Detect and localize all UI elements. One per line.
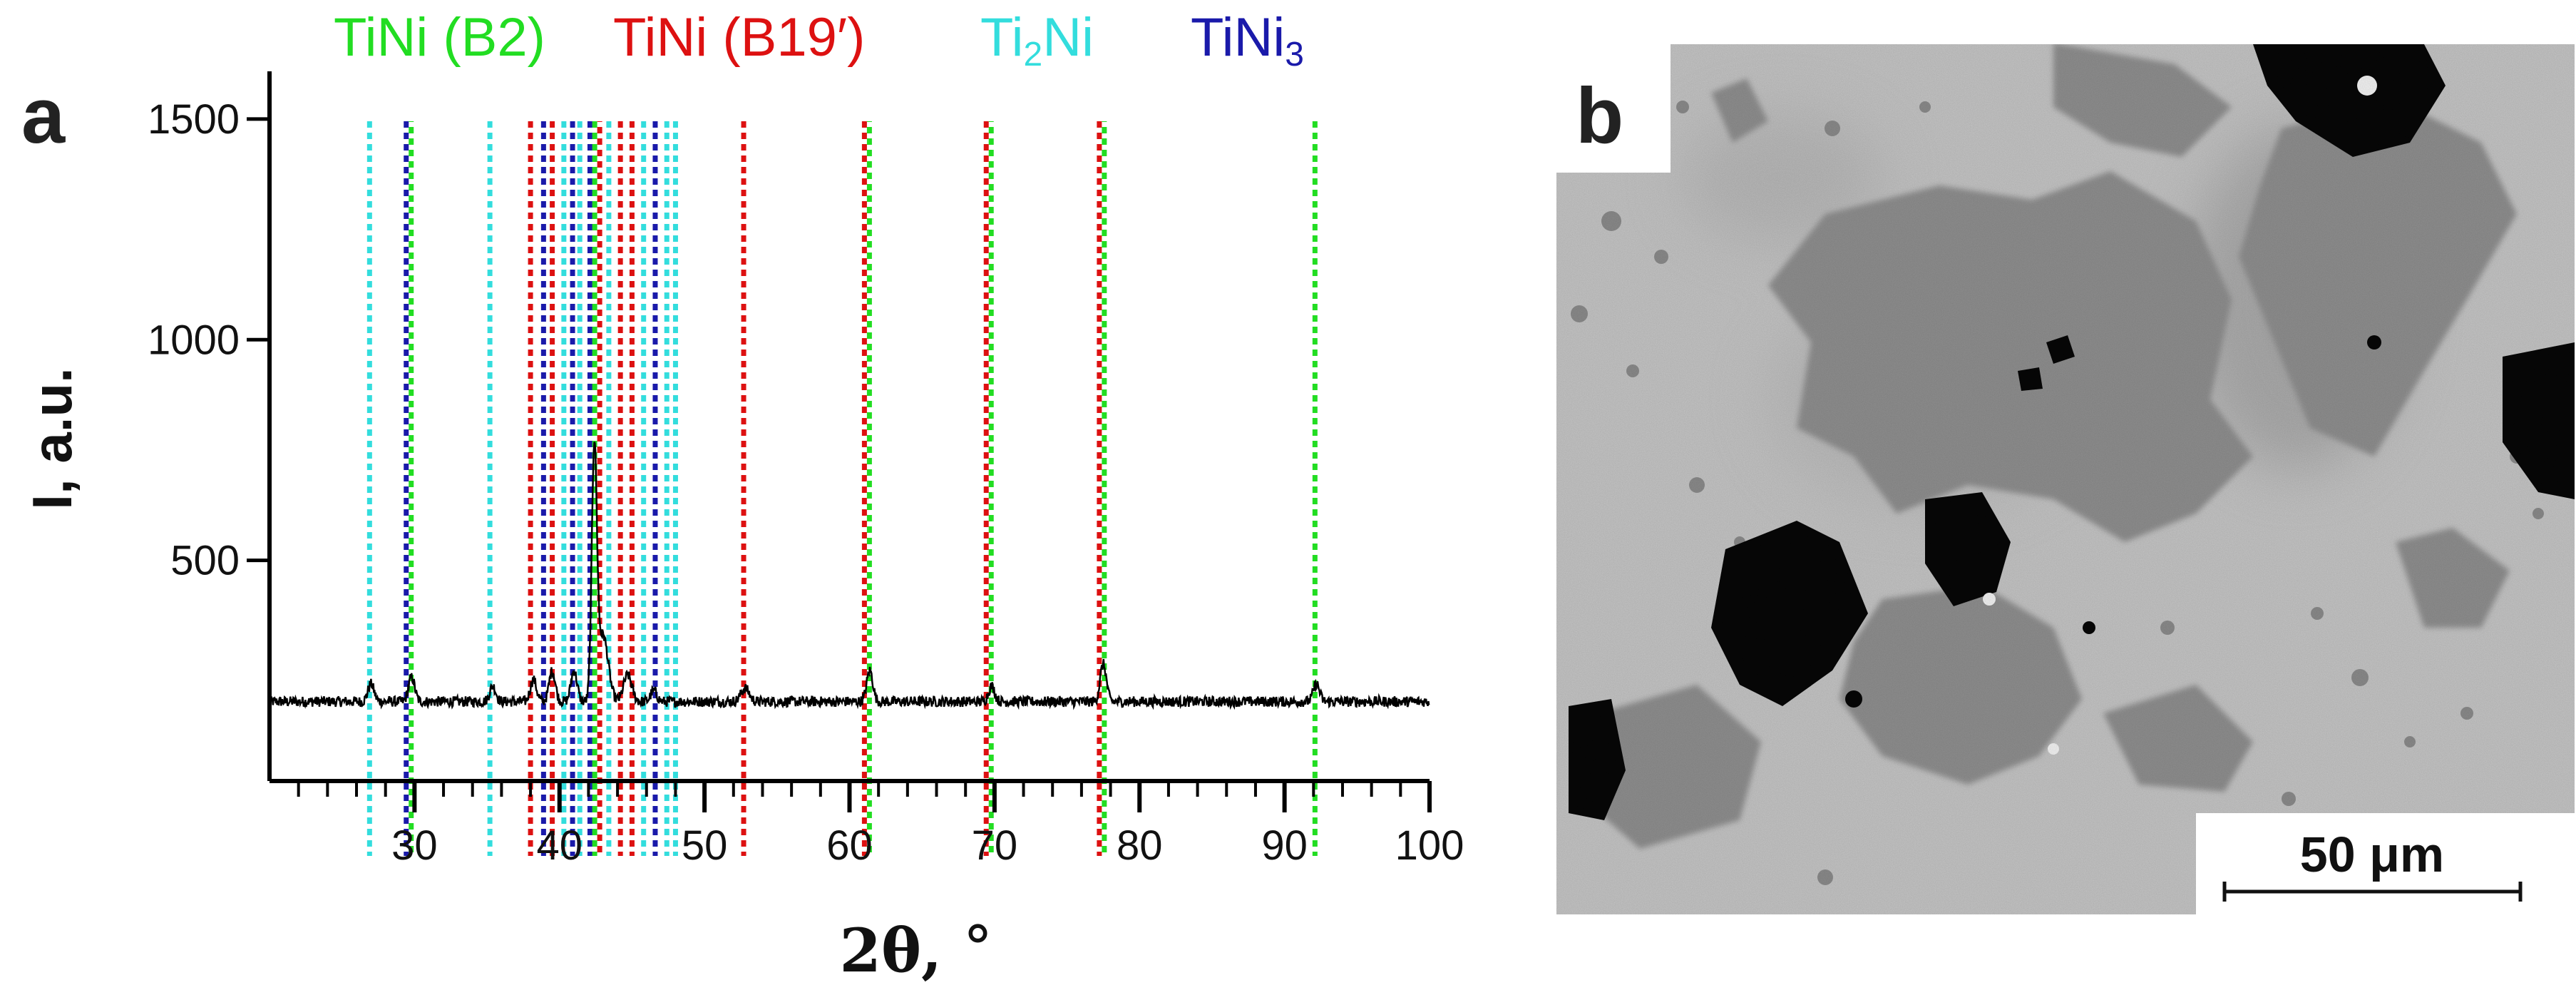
legend-entry-tini-b2: TiNi (B2) (334, 7, 545, 68)
x-tick-label-100: 100 (1395, 822, 1464, 869)
phase-legend: TiNi (B2) TiNi (B19′) Ti2Ni TiNi3 (334, 7, 1304, 73)
x-tick-label-30: 30 (391, 822, 438, 869)
scale-bar: 50 μm (2222, 827, 2523, 902)
diffraction-trace (268, 442, 1430, 710)
sem-image (1556, 44, 2575, 914)
x-tick-label-50: 50 (682, 822, 728, 869)
reference-line-1 (404, 121, 414, 856)
y-tick-label-1000: 1000 (148, 317, 240, 363)
x-tick-label-70: 70 (972, 822, 1018, 869)
micrograph-panel: b 50 μm (1556, 44, 2575, 914)
legend-entry-tini-b19: TiNi (B19′) (613, 7, 865, 68)
x-tick-label-90: 90 (1261, 822, 1308, 869)
reference-line-19 (861, 121, 872, 856)
reference-line-21 (1097, 121, 1107, 856)
x-tick-label-40: 40 (536, 822, 583, 869)
xrd-panel: a TiNi (B2) TiNi (B19′) Ti2Ni TiNi3 500 1… (21, 7, 1464, 986)
y-tick-label-1500: 1500 (148, 96, 240, 143)
reference-line-10 (592, 121, 602, 856)
reference-lines (366, 121, 1318, 856)
y-tick-label-500: 500 (170, 538, 240, 584)
x-tick-label-60: 60 (826, 822, 873, 869)
x-tick-label-80: 80 (1117, 822, 1163, 869)
diffraction-line (268, 442, 1430, 710)
y-axis-label: I, a.u. (21, 367, 83, 509)
scale-bar-label: 50 μm (2300, 827, 2444, 882)
axes: 500 1000 1500 30 40 50 60 70 80 90 100 (148, 71, 1464, 869)
panel-label-b: b (1576, 72, 1623, 160)
legend-entry-ti2ni: Ti2Ni (980, 7, 1094, 73)
x-axis-label: 2θ, ° (840, 913, 993, 986)
reference-line-20 (983, 121, 994, 856)
legend-entry-tini3: TiNi3 (1191, 7, 1304, 73)
panel-label-a: a (21, 72, 66, 160)
